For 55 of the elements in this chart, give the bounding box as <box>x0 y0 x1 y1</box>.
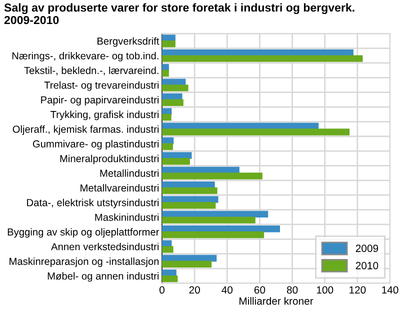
bar <box>162 254 217 262</box>
x-tick-label: 120 <box>350 286 366 294</box>
legend-label: 2010 <box>356 262 378 270</box>
bar <box>162 181 215 188</box>
y-tick-label: Tekstil-, bekledn.-, lærvareind. <box>24 66 158 76</box>
bar <box>162 143 174 150</box>
y-tick-label: Trykking, grafisk industri <box>50 110 159 120</box>
x-tick-label: 20 <box>189 286 200 294</box>
chart-title: Salg av produserte varer for store foretak i industri og bergverk. 2009-2010 <box>4 3 354 24</box>
bar <box>162 187 218 194</box>
bar <box>162 152 192 159</box>
y-tick-label: Bygging av skip og oljeplattformer <box>8 228 160 238</box>
y-tick-label: Metallindustri <box>100 169 159 177</box>
y-tick-label: Maskinindustri <box>95 213 159 221</box>
bar <box>162 246 174 253</box>
bar <box>162 40 176 48</box>
bar <box>162 196 218 203</box>
bar <box>162 231 264 238</box>
x-tick-label: 140 <box>382 286 398 294</box>
y-tick-label: Maskinreparasjon og -installasjon <box>10 258 159 267</box>
bar <box>162 275 178 282</box>
bar <box>162 216 256 224</box>
y-tick-label: Nærings-, drikkevare- og tob.ind. <box>12 52 158 62</box>
x-tick-label: 80 <box>286 286 298 294</box>
y-tick-label: Data-, elektrisk utstyrsindustri <box>27 198 159 208</box>
y-tick-label: Mineralproduktindustri <box>60 154 159 164</box>
bar <box>162 172 262 180</box>
x-tick-label: 0 <box>160 286 164 294</box>
bar <box>162 260 212 268</box>
y-tick-label: Møbel- og annen industri <box>48 272 159 282</box>
bar <box>162 270 176 276</box>
bar <box>162 70 169 77</box>
bar <box>162 114 172 121</box>
y-tick-label: Bergverksdrift <box>98 37 160 47</box>
legend-label: 2009 <box>356 244 378 252</box>
bar <box>162 55 363 62</box>
x-tick-label: 100 <box>316 286 334 294</box>
x-tick-label: 60 <box>254 286 266 294</box>
y-tick-label: Trelast- og trevareindustri <box>44 81 159 91</box>
y-tick-label: Metallvareindustri <box>80 184 159 192</box>
bar <box>162 93 182 100</box>
bar <box>162 64 169 71</box>
bar <box>162 84 188 92</box>
bar <box>162 202 216 209</box>
bar <box>162 226 280 232</box>
bar <box>162 34 176 42</box>
x-tick-label: 40 <box>222 286 233 294</box>
bar <box>162 128 350 136</box>
bar <box>162 158 190 165</box>
y-tick-label: Annen verkstedsindustri <box>51 242 159 250</box>
y-tick-label: Gummivare- og plastindustri <box>32 140 159 150</box>
bar <box>162 99 184 106</box>
y-tick-label: Papir- og papirvareindustri <box>41 96 159 106</box>
y-tick-label: Oljeraff., kjemisk farmas. industri <box>12 125 159 135</box>
x-axis-title: Milliarder kroner <box>240 297 314 305</box>
